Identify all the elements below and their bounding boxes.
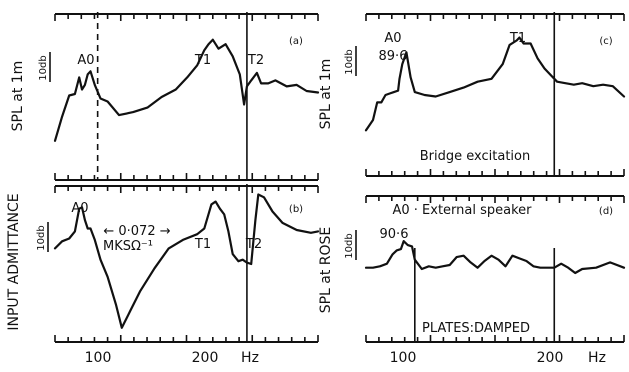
x-tick-label-100-right: 100 bbox=[390, 350, 417, 366]
x-tick-label-100-left: 100 bbox=[85, 350, 112, 366]
y-axis-label: SPL at 1m bbox=[10, 61, 26, 132]
scale-label: 10db bbox=[344, 49, 355, 74]
annotation-3: T1 bbox=[194, 237, 211, 252]
annotation-1: 89·6 bbox=[379, 49, 408, 64]
panel-tag: (a) bbox=[289, 36, 303, 47]
x-unit-label-right: Hz bbox=[588, 350, 606, 366]
annotation-2: T1 bbox=[509, 31, 526, 46]
panel-0: SPL at 1m 10db (a) A0 T1 T2 bbox=[10, 12, 320, 181]
annotation-0: A0 bbox=[77, 53, 94, 68]
panels: SPL at 1m 10db (a) A0 T1 T2 INPUT ADMITTANCE 10… bbox=[6, 12, 626, 343]
annotation-1: 90·6 bbox=[380, 227, 409, 242]
panel-tag: (b) bbox=[289, 204, 303, 215]
scale-label: 10db bbox=[38, 55, 49, 80]
series-line bbox=[364, 240, 626, 275]
panel-2: SPL at 1m 10db (c) A0 89·6 T1 Bridge excitatio… bbox=[318, 12, 626, 177]
annotation-2: T2 bbox=[247, 53, 264, 68]
panel-3: SPL at ROSE 10db (d) A0 · External speaker 9… bbox=[318, 195, 626, 343]
y-axis-label: INPUT ADMITTANCE bbox=[6, 193, 22, 330]
panel-tag: (c) bbox=[599, 36, 612, 47]
annotation-4: T2 bbox=[245, 237, 262, 252]
series-line bbox=[53, 193, 320, 329]
annotation-1: ← 0·072 → bbox=[103, 224, 170, 239]
x-tick-label-200-left: 200 bbox=[192, 350, 219, 366]
annotation-3: Bridge excitation bbox=[420, 149, 530, 164]
annotation-0: A0 bbox=[71, 201, 88, 216]
annotation-0: A0 · External speaker bbox=[392, 203, 532, 218]
annotation-2: PLATES:DAMPED bbox=[422, 321, 530, 336]
annotation-2: MKSΩ⁻¹ bbox=[103, 239, 153, 254]
scale-label: 10db bbox=[344, 233, 355, 258]
x-tick-label-200-right: 200 bbox=[537, 350, 564, 366]
panel-tag: (d) bbox=[599, 206, 613, 217]
scale-label: 10db bbox=[36, 225, 47, 250]
series-line bbox=[53, 38, 320, 142]
panel-1: INPUT ADMITTANCE 10db (b) A0 ← 0·072 →MKSΩ⁻¹… bbox=[6, 184, 320, 343]
y-axis-label: SPL at ROSE bbox=[318, 227, 334, 314]
series-line bbox=[364, 36, 626, 132]
annotation-1: T1 bbox=[194, 53, 211, 68]
x-unit-label-left: Hz bbox=[241, 350, 259, 366]
annotation-0: A0 bbox=[384, 31, 401, 46]
y-axis-label: SPL at 1m bbox=[318, 59, 334, 130]
